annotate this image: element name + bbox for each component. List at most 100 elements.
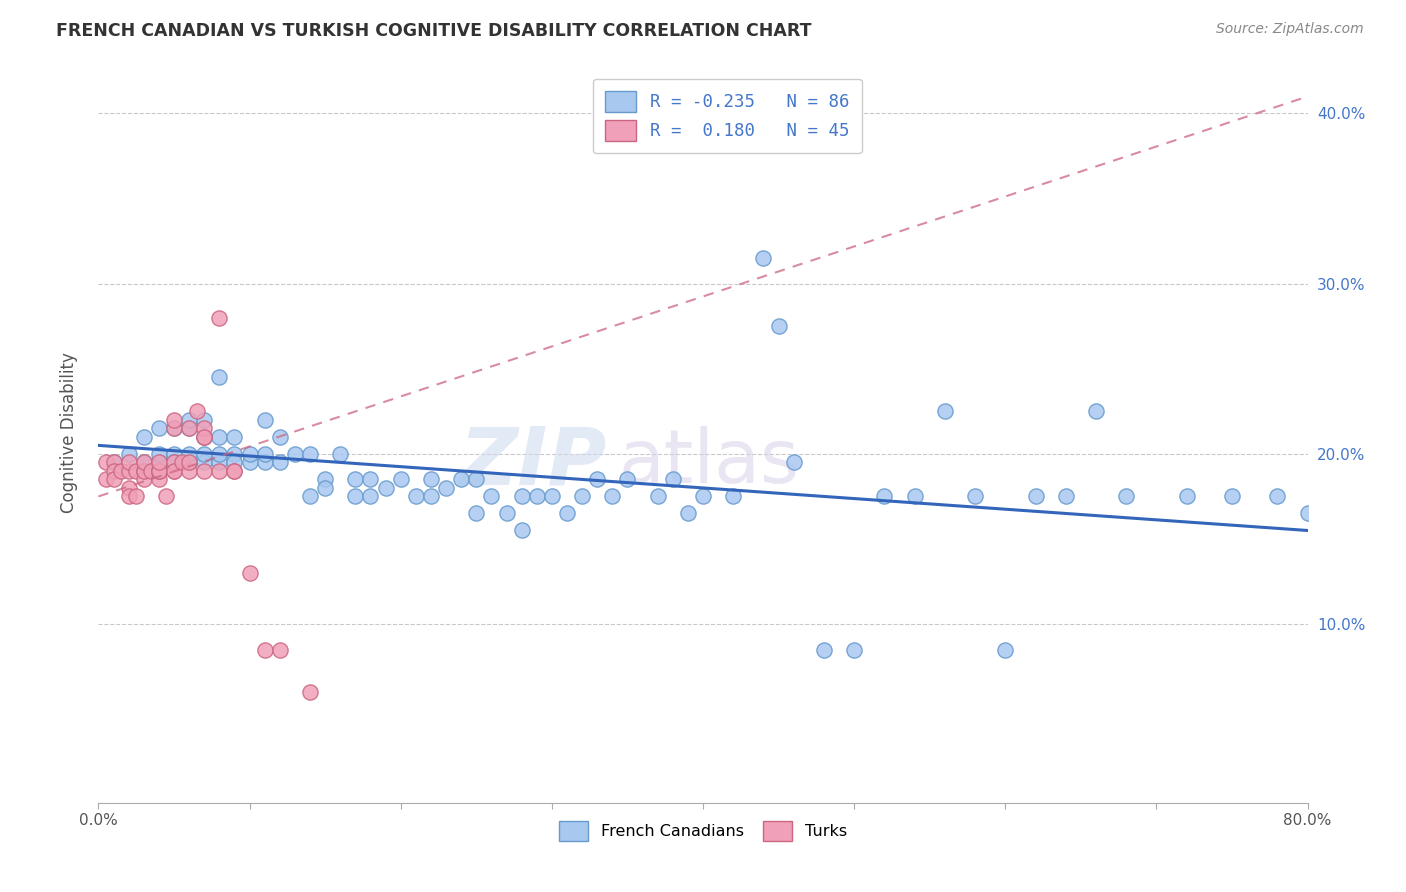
Point (118, 464, 141, 478)
Point (253, 455, 276, 469)
Point (163, 464, 186, 478)
Point (253, 447, 276, 461)
Point (163, 455, 186, 469)
Point (344, 472, 367, 486)
Point (179, 455, 201, 469)
Point (602, 490, 624, 504)
Point (141, 464, 163, 478)
Point (179, 455, 201, 469)
Point (148, 472, 170, 486)
Point (148, 464, 170, 478)
Point (904, 490, 927, 504)
Point (103, 464, 125, 478)
Point (1267, 490, 1289, 504)
Point (186, 404, 208, 418)
Point (284, 447, 307, 461)
Point (299, 447, 322, 461)
Point (314, 472, 336, 486)
Point (125, 464, 148, 478)
Point (224, 464, 246, 478)
Point (269, 430, 291, 444)
Point (344, 490, 367, 504)
Point (163, 421, 186, 435)
Point (163, 413, 186, 427)
Point (170, 455, 193, 469)
Point (208, 464, 231, 478)
Point (110, 464, 132, 478)
Point (208, 430, 231, 444)
Point (239, 566, 262, 580)
Point (132, 455, 155, 469)
Point (465, 472, 488, 486)
Point (555, 507, 578, 521)
Point (193, 447, 215, 461)
Point (208, 310, 231, 325)
Point (118, 490, 141, 504)
Point (224, 464, 246, 478)
Point (253, 413, 276, 427)
Point (965, 490, 987, 504)
Point (193, 430, 215, 444)
Point (132, 464, 155, 478)
Point (873, 490, 896, 504)
Point (692, 490, 714, 504)
Point (224, 430, 246, 444)
Point (450, 472, 472, 486)
Point (360, 490, 382, 504)
Point (1054, 490, 1077, 504)
Point (118, 481, 141, 495)
Point (269, 642, 291, 657)
Point (571, 490, 593, 504)
Point (510, 490, 533, 504)
Point (510, 524, 533, 538)
Point (783, 455, 806, 469)
Point (193, 464, 215, 478)
Point (1220, 490, 1243, 504)
Point (179, 421, 201, 435)
Point (103, 472, 125, 486)
Point (676, 507, 699, 521)
Point (179, 447, 201, 461)
Point (1296, 507, 1319, 521)
Point (389, 472, 412, 486)
Point (94, 455, 117, 469)
Point (434, 481, 457, 495)
Point (586, 472, 609, 486)
Point (193, 421, 215, 435)
Point (239, 447, 262, 461)
Point (208, 370, 231, 384)
Point (103, 455, 125, 469)
Point (253, 642, 276, 657)
Point (148, 464, 170, 478)
Point (314, 481, 336, 495)
Point (299, 490, 322, 504)
Point (374, 481, 396, 495)
Point (193, 455, 215, 469)
Point (813, 642, 835, 657)
Point (1175, 490, 1198, 504)
Point (1024, 490, 1046, 504)
Point (132, 472, 155, 486)
Point (179, 413, 201, 427)
Point (299, 685, 322, 699)
Point (208, 455, 231, 469)
Point (994, 642, 1017, 657)
Point (193, 430, 215, 444)
Point (163, 421, 186, 435)
Text: Source: ZipAtlas.com: Source: ZipAtlas.com (1216, 22, 1364, 37)
Point (723, 490, 745, 504)
Point (94, 472, 117, 486)
Point (768, 319, 790, 334)
Point (132, 430, 155, 444)
Point (360, 472, 382, 486)
Point (844, 642, 866, 657)
Point (465, 507, 488, 521)
Point (193, 413, 215, 427)
Point (934, 404, 956, 418)
Point (163, 455, 186, 469)
Point (148, 455, 170, 469)
Point (132, 455, 155, 469)
Text: ZIP: ZIP (458, 423, 606, 501)
Point (148, 421, 170, 435)
Point (661, 472, 683, 486)
